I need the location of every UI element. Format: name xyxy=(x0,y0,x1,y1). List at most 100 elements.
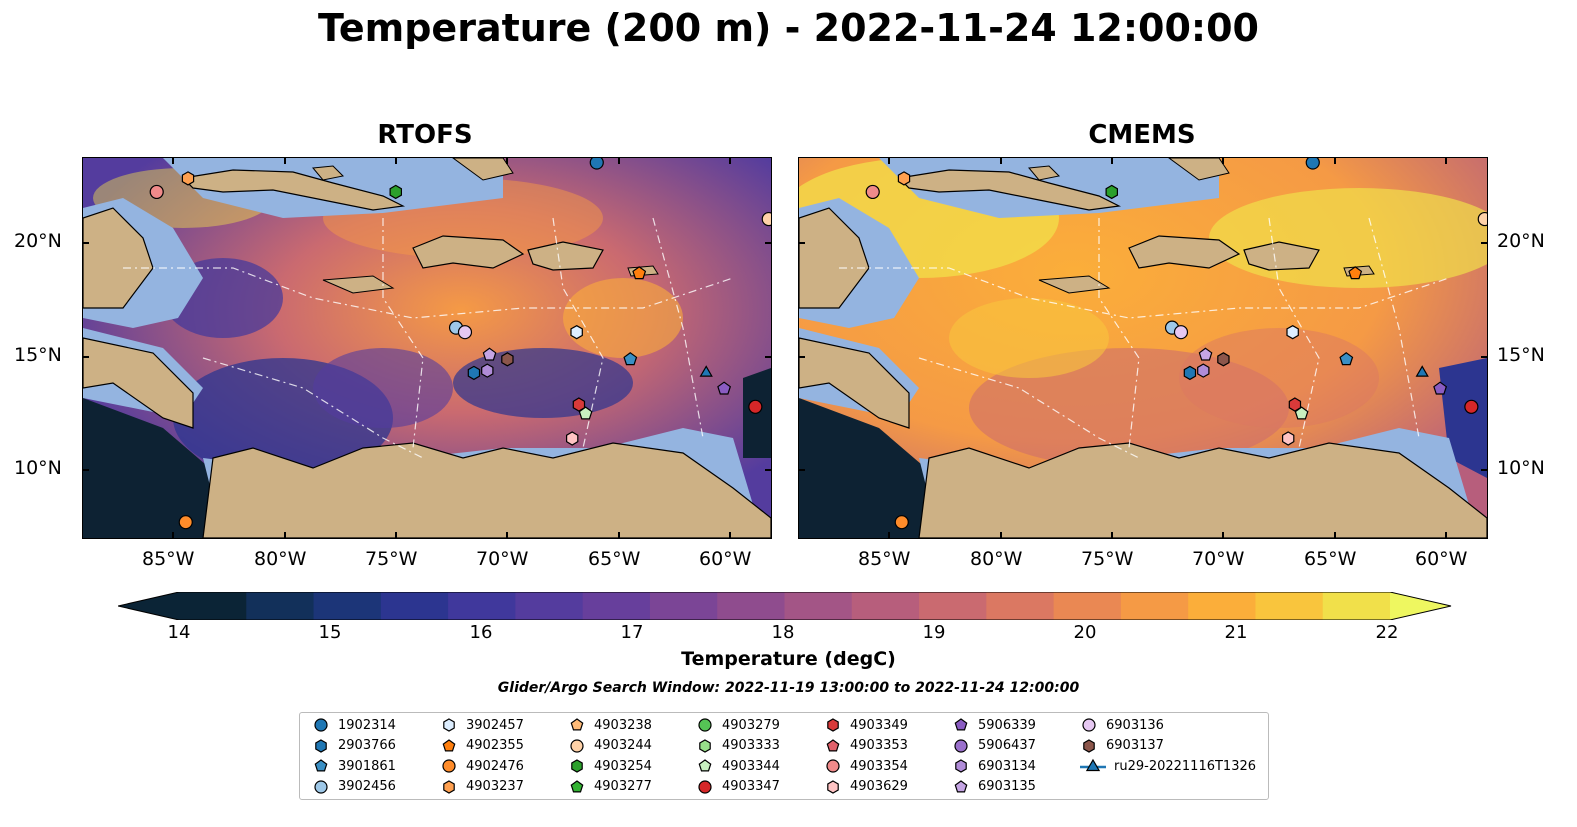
float-marker-6903137[interactable] xyxy=(501,352,514,367)
legend-item: 4903238 xyxy=(566,715,652,735)
float-marker-4903344[interactable] xyxy=(578,406,593,420)
float-marker-4903344[interactable] xyxy=(1294,406,1309,420)
float-marker-4903349[interactable] xyxy=(1288,397,1302,412)
float-marker-4903354[interactable] xyxy=(149,184,164,200)
legend-item: 4903629 xyxy=(822,777,908,797)
colorbar-tick-label: 20 xyxy=(1073,622,1097,643)
legend-label: 5906437 xyxy=(978,738,1036,753)
lon-tick-rtofs: 80°W xyxy=(254,548,307,570)
colorbar-extend-high xyxy=(1390,592,1451,620)
float-marker-4902476[interactable] xyxy=(894,515,909,530)
colorbar-bin xyxy=(717,592,786,620)
legend-item: 4903333 xyxy=(694,736,780,756)
float-marker-2903766[interactable] xyxy=(1183,365,1197,381)
float-marker-4903237[interactable] xyxy=(181,171,195,186)
legend-item: 1902314 xyxy=(310,715,396,735)
float-marker-6903136[interactable] xyxy=(1173,325,1189,340)
float-marker-5906339[interactable] xyxy=(1433,381,1448,395)
legend-label: 4903333 xyxy=(722,738,780,753)
legend-marker-icon xyxy=(955,759,967,773)
legend-item: 4903353 xyxy=(822,736,908,756)
float-marker-6903135[interactable] xyxy=(1198,347,1213,361)
colorbar-extend-low xyxy=(118,592,179,620)
float-marker-6903134[interactable] xyxy=(481,363,494,378)
float-marker-6903134[interactable] xyxy=(1197,363,1210,378)
lat-tick-right: 15°N xyxy=(1497,344,1545,366)
colorbar-outline xyxy=(118,592,1452,620)
colorbar-bin xyxy=(380,592,449,620)
legend-item: 6903136 xyxy=(1078,715,1164,735)
legend-marker-icon xyxy=(570,718,584,731)
float-marker-3902457[interactable] xyxy=(1286,325,1299,340)
lon-tick-cmems: 65°W xyxy=(1304,548,1357,570)
float-marker-4903347[interactable] xyxy=(748,399,763,414)
float-marker-1902314[interactable] xyxy=(1305,158,1320,170)
float-marker-4902355[interactable] xyxy=(1348,266,1363,280)
colorbar-bin xyxy=(582,592,651,620)
legend-label: 5906339 xyxy=(978,717,1036,733)
float-marker-4903237[interactable] xyxy=(897,171,911,186)
main-title: Temperature (200 m) - 2022-11-24 12:00:0… xyxy=(317,6,1259,50)
float-marker-2903766[interactable] xyxy=(467,365,481,381)
legend-item: 6903134 xyxy=(950,756,1036,776)
legend-marker-icon xyxy=(442,738,456,751)
lon-tick-rtofs: 75°W xyxy=(365,548,418,570)
legend-label: 4902355 xyxy=(466,738,524,753)
float-marker-4903254[interactable] xyxy=(389,184,402,200)
float-marker-ru29-20221116T1326[interactable] xyxy=(1415,365,1429,377)
legend-marker-icon xyxy=(315,738,327,753)
legend-label: 6903135 xyxy=(978,779,1036,794)
colorbar-bin xyxy=(649,592,718,620)
legend-label: 4903237 xyxy=(466,779,524,794)
float-marker-4902355[interactable] xyxy=(632,266,647,280)
legend: 1902314 2903766 3901861 3902456 3902457 49023… xyxy=(299,712,1269,800)
float-marker-3901861[interactable] xyxy=(1339,352,1354,366)
legend-label: 4903347 xyxy=(722,779,780,794)
legend-label: 2903766 xyxy=(338,738,396,753)
float-marker-4903347[interactable] xyxy=(1464,399,1479,414)
legend-label: ru29-20221116T1326 xyxy=(1114,758,1257,774)
legend-marker-icon xyxy=(443,718,455,732)
float-marker-4903254[interactable] xyxy=(1105,184,1118,200)
colorbar-bin xyxy=(246,592,315,620)
legend-marker-icon xyxy=(827,718,839,732)
legend-label: 4903344 xyxy=(722,758,780,774)
float-marker-6903137[interactable] xyxy=(1217,352,1230,367)
cmems-map[interactable] xyxy=(798,157,1488,539)
float-marker-4903354[interactable] xyxy=(865,184,880,200)
legend-marker-icon xyxy=(443,779,455,794)
legend-label: 6903137 xyxy=(1106,738,1164,753)
float-marker-4903244[interactable] xyxy=(1477,211,1487,227)
colorbar-bin xyxy=(1120,592,1189,620)
float-marker-5906339[interactable] xyxy=(717,381,732,395)
colorbar-bin xyxy=(515,592,584,620)
legend-marker-icon xyxy=(571,759,583,773)
float-marker-4903244[interactable] xyxy=(761,211,771,227)
float-marker-1902314[interactable] xyxy=(589,158,604,170)
lon-tick-cmems: 75°W xyxy=(1081,548,1134,570)
legend-marker-icon xyxy=(954,718,968,731)
panel-title-cmems: CMEMS xyxy=(1088,120,1196,150)
colorbar-tick-label: 14 xyxy=(167,622,191,643)
legend-item: 4903279 xyxy=(694,715,780,735)
legend-item: 4903244 xyxy=(566,736,652,756)
legend-label: 6903134 xyxy=(978,758,1036,774)
legend-item: 4903237 xyxy=(438,777,524,797)
colorbar-tick-label: 19 xyxy=(922,622,946,643)
float-marker-4902476[interactable] xyxy=(178,515,193,530)
float-marker-3901861[interactable] xyxy=(623,352,638,366)
legend-item: 4903354 xyxy=(822,756,908,776)
float-marker-4903349[interactable] xyxy=(572,397,586,412)
colorbar-bin xyxy=(1322,592,1391,620)
float-marker-6903136[interactable] xyxy=(457,325,473,340)
float-marker-4903629[interactable] xyxy=(1282,431,1295,446)
float-marker-3902457[interactable] xyxy=(570,325,583,340)
legend-label: 3902457 xyxy=(466,717,524,733)
legend-label: 3901861 xyxy=(338,758,396,774)
rtofs-map[interactable] xyxy=(82,157,772,539)
float-marker-6903135[interactable] xyxy=(482,347,497,361)
float-marker-ru29-20221116T1326[interactable] xyxy=(699,365,713,377)
lon-tick-cmems: 60°W xyxy=(1415,548,1468,570)
legend-marker-icon xyxy=(954,738,968,753)
float-marker-4903629[interactable] xyxy=(566,431,579,446)
